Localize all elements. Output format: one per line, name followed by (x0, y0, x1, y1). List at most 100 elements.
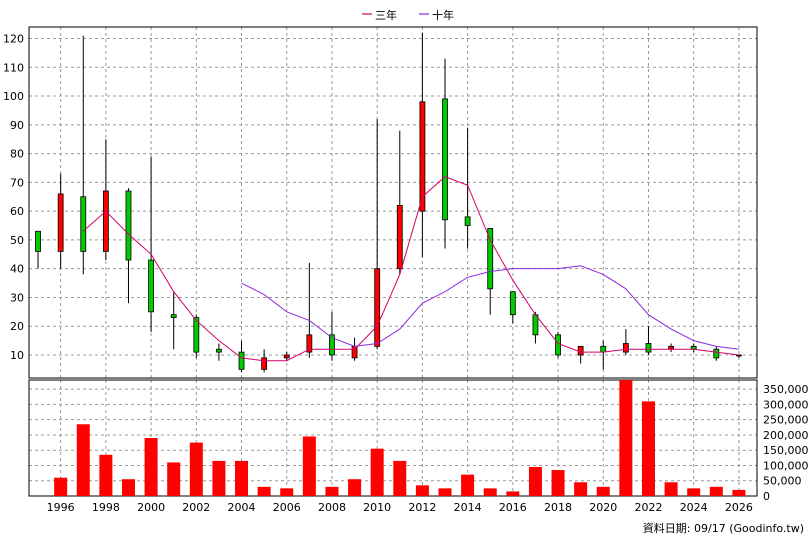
volume-bar (506, 491, 520, 496)
volume-bar (370, 448, 384, 496)
x-tick-label: 2002 (182, 501, 210, 514)
candle-up (283, 354, 290, 359)
price-tick-label: 10 (10, 349, 24, 362)
ma-3year-line (82, 176, 739, 362)
volume-bar (461, 474, 475, 496)
x-tick-label: 2004 (228, 501, 256, 514)
price-tick-label: 40 (10, 263, 24, 276)
candles (35, 32, 742, 373)
x-tick-label: 2008 (318, 501, 346, 514)
x-tick-label: 2020 (589, 501, 617, 514)
x-tick-label: 2024 (680, 501, 708, 514)
x-tick-label: 2012 (408, 501, 436, 514)
volume-bar (144, 438, 158, 496)
candle-down (80, 196, 87, 252)
x-tick-label: 1996 (47, 501, 75, 514)
candle-down (170, 314, 177, 318)
volume-bar (619, 380, 633, 496)
volume-bar (641, 401, 655, 496)
candle-up (622, 343, 629, 353)
volume-bar (528, 467, 542, 496)
volume-tick-label: 50,000 (763, 475, 802, 488)
volume-bar (415, 485, 429, 496)
candle-down (555, 334, 561, 356)
price-tick-label: 100 (3, 90, 24, 103)
volume-bar (687, 488, 701, 496)
plot-frames (28, 26, 758, 497)
candle-up (102, 190, 109, 252)
price-tick-label: 50 (10, 234, 24, 247)
candle-down (713, 348, 720, 359)
volume-plot-frame (28, 379, 758, 497)
candle-down (238, 351, 245, 370)
x-tick-label: 2018 (544, 501, 572, 514)
x-tick-label: 2026 (725, 501, 753, 514)
volume-bar (348, 479, 362, 496)
volume-bar (280, 488, 294, 496)
volume-tick-label: 200,000 (763, 429, 808, 442)
candle-down (464, 216, 471, 226)
x-tick-label: 2014 (454, 501, 482, 514)
candle-down (216, 348, 222, 353)
volume-bar (76, 424, 90, 496)
x-tick-label: 2016 (499, 501, 527, 514)
volume-bar (167, 462, 181, 496)
price-tick-label: 70 (10, 176, 24, 189)
volume-bar (596, 486, 610, 496)
price-tick-label: 120 (3, 33, 24, 46)
axis-labels: 10 20 30 40 50 60 70 80 90 100 110 120 0 50,000 100,00… (3, 33, 808, 514)
price-tick-label: 90 (10, 119, 24, 132)
candle-down (193, 317, 200, 353)
volume-tick-label: 0 (763, 490, 770, 503)
price-tick-label: 80 (10, 148, 24, 161)
volume-tick-label: 350,000 (763, 383, 808, 396)
volume-bar (235, 460, 249, 496)
volume-bar (99, 454, 113, 496)
volume-bar (732, 489, 746, 496)
volume-bar (121, 479, 135, 496)
candle-up (374, 268, 381, 347)
x-tick-label: 2006 (273, 501, 301, 514)
candle-down (148, 259, 154, 313)
candle-down (645, 343, 652, 353)
ma-10year-line (241, 265, 739, 350)
candle-down (600, 345, 607, 353)
price-tick-label: 30 (10, 291, 24, 304)
legend-label: 三年 (375, 8, 397, 22)
volume-bar (325, 486, 339, 496)
price-tick-label: 20 (10, 320, 24, 333)
candle-up (261, 357, 268, 370)
volume-tick-label: 250,000 (763, 414, 808, 427)
candle-up (396, 204, 403, 270)
legend-label: 十年 (432, 8, 454, 22)
footer-source: 資料日期: 09/17 (Goodinfo.tw) (643, 521, 804, 535)
volume-bar (664, 482, 678, 496)
volume-tick-label: 150,000 (763, 444, 808, 457)
volume-tick-label: 100,000 (763, 459, 808, 472)
volume-bars (54, 380, 746, 496)
candle-down (125, 190, 132, 261)
volume-bar (551, 470, 565, 496)
candle-down (329, 334, 335, 356)
volume-bar (257, 486, 271, 496)
x-tick-label: 2022 (634, 501, 662, 514)
legend: 三年 十年 (362, 8, 454, 22)
price-plot-frame (28, 26, 758, 379)
moving-average-lines (82, 176, 739, 362)
volume-bar (54, 477, 68, 496)
volume-bar (709, 486, 723, 496)
candle-down (487, 227, 494, 290)
volume-bar (393, 460, 407, 496)
candle-up (419, 101, 426, 212)
candle-down (509, 291, 516, 316)
candle-down (442, 98, 448, 221)
volume-bar (189, 442, 203, 496)
x-tick-label: 2000 (137, 501, 165, 514)
price-tick-label: 110 (3, 61, 24, 74)
price-tick-label: 60 (10, 205, 24, 218)
x-tick-label: 2010 (363, 501, 391, 514)
volume-bar (212, 460, 226, 496)
candle-up (306, 334, 313, 353)
